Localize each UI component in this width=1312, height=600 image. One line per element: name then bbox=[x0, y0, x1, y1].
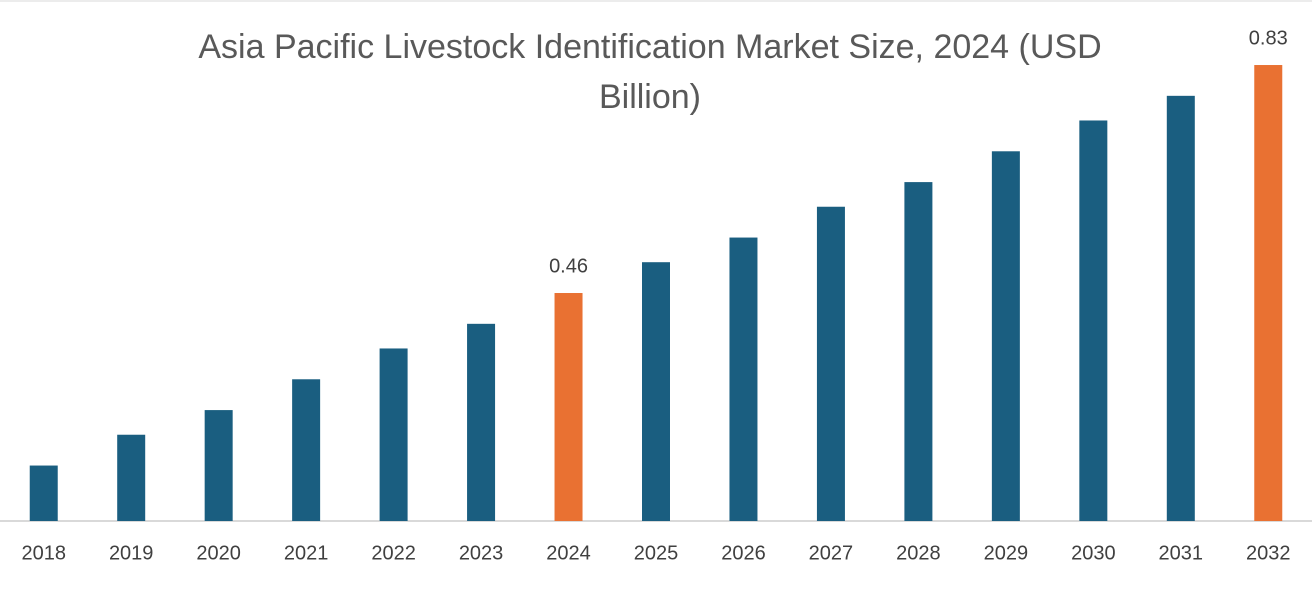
data-label: 0.46 bbox=[549, 255, 588, 277]
bar bbox=[554, 293, 583, 521]
x-tick-label: 2025 bbox=[634, 542, 679, 564]
bar bbox=[29, 465, 58, 521]
data-label: 0.83 bbox=[1249, 27, 1288, 49]
x-tick-label: 2021 bbox=[284, 542, 329, 564]
x-tick-label: 2020 bbox=[196, 542, 241, 564]
chart-title: Asia Pacific Livestock Identification Ma… bbox=[198, 28, 1102, 116]
bar bbox=[1166, 95, 1195, 521]
x-tick-label: 2027 bbox=[809, 542, 854, 564]
x-tick-label: 2018 bbox=[21, 542, 66, 564]
bar bbox=[816, 206, 845, 521]
x-tick-label: 2031 bbox=[1159, 542, 1204, 564]
bar bbox=[904, 182, 933, 521]
x-tick-label: 2028 bbox=[896, 542, 941, 564]
x-tick-label: 2024 bbox=[546, 542, 591, 564]
bar bbox=[379, 348, 408, 521]
bar bbox=[292, 379, 321, 521]
bar bbox=[991, 151, 1020, 522]
x-tick-label: 2030 bbox=[1071, 542, 1116, 564]
bar bbox=[729, 237, 758, 522]
bar bbox=[642, 262, 670, 521]
bar bbox=[1079, 120, 1108, 521]
x-tick-label: 2019 bbox=[109, 542, 154, 564]
x-tick-label: 2022 bbox=[371, 542, 416, 564]
bar bbox=[204, 410, 233, 521]
bar bbox=[1254, 65, 1283, 522]
x-tick-label: 2032 bbox=[1246, 542, 1291, 564]
x-tick-label: 2023 bbox=[459, 542, 504, 564]
x-tick-label: 2029 bbox=[984, 542, 1029, 564]
x-tick-label: 2026 bbox=[721, 542, 766, 564]
bar bbox=[117, 434, 146, 521]
bar bbox=[467, 323, 496, 521]
